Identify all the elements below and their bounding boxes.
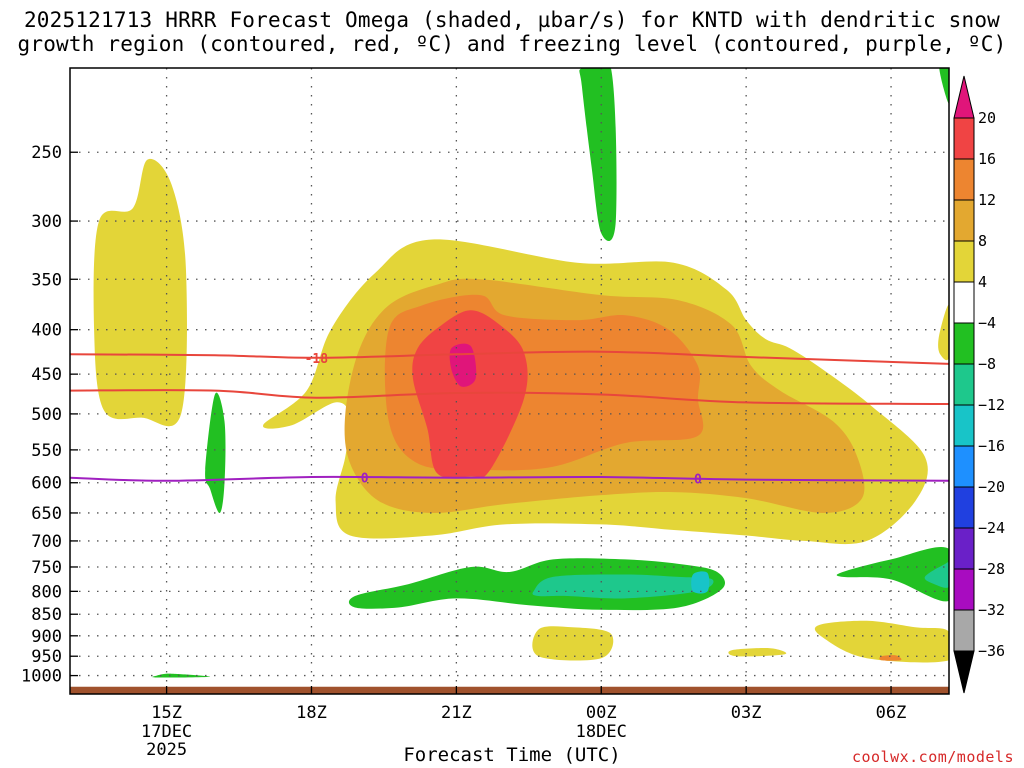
x-tick-label-00Z: 00Z: [586, 703, 617, 723]
y-tick-label-1000: 1000: [21, 667, 62, 687]
y-tick-label-800: 800: [31, 582, 62, 602]
colorbar: 20 16 12 8 4 −4 −8 −12 −16 −20 −24 −28 −32 −36: [953, 75, 1005, 694]
colorbar-label-7: −12: [978, 396, 1005, 414]
omega-region-4: [728, 648, 787, 657]
colorbar-bin-5: [953, 322, 975, 365]
omega-region-15: [939, 68, 949, 104]
y-tick-label-950: 950: [31, 647, 62, 667]
x-tick-label-21Z: 21Z: [441, 703, 472, 723]
colorbar-bin-2: [953, 199, 975, 242]
colorbar-label-2: 12: [978, 191, 996, 209]
y-tick-label-700: 700: [31, 532, 62, 552]
omega-shading: [93, 68, 949, 678]
dendritic-lower-contour: [70, 389, 949, 405]
omega-region-2: [532, 626, 614, 661]
omega-region-8: [412, 310, 528, 478]
plot-frame: [69, 67, 950, 695]
colorbar-bin-12: [953, 609, 975, 652]
omega-region-17: [924, 562, 949, 588]
y-tick-label-400: 400: [31, 321, 62, 341]
omega-region-16: [532, 574, 714, 599]
y-tick-label-900: 900: [31, 627, 62, 647]
dendritic-upper-label-0: -18: [305, 352, 329, 367]
omega-region-14: [152, 673, 211, 678]
freezing-level-label-1: 0: [694, 473, 702, 488]
colorbar-bin-0: [953, 117, 975, 160]
colorbar-label-3: 8: [978, 232, 987, 250]
y-tick-label-450: 450: [31, 365, 62, 385]
x-tick-label-18Z: 18Z: [296, 703, 327, 723]
colorbar-bin-9: [953, 486, 975, 529]
y-tick-label-300: 300: [31, 212, 62, 232]
freezing-level-label-0: 0: [361, 471, 369, 486]
colorbar-bin-6: [953, 363, 975, 406]
colorbar-label-11: −28: [978, 560, 1005, 578]
colorbar-label-6: −8: [978, 355, 996, 373]
x-axis-label: Forecast Time (UTC): [403, 744, 621, 766]
y-tick-label-600: 600: [31, 474, 62, 494]
y-tick-label-850: 850: [31, 605, 62, 625]
colorbar-label-12: −32: [978, 601, 1005, 619]
y-tick-label-500: 500: [31, 405, 62, 425]
colorbar-bin-8: [953, 445, 975, 488]
freezing-level-contour: [70, 475, 949, 482]
colorbar-bin-11: [953, 568, 975, 611]
omega-region-11: [579, 68, 617, 241]
omega-region-10: [205, 392, 226, 514]
x-tick-sublabel-17DEC: 17DEC: [141, 722, 192, 742]
contour-layer: -18 0 0: [70, 350, 949, 488]
chart-title-line-2: growth region (contoured, red, ºC) and f…: [17, 32, 1007, 56]
x-tick-sublabel-2025: 2025: [146, 740, 187, 760]
x-tick-label-06Z: 06Z: [876, 703, 907, 723]
x-tick-label-03Z: 03Z: [731, 703, 762, 723]
y-tick-label-750: 750: [31, 558, 62, 578]
colorbar-bin-7: [953, 404, 975, 447]
colorbar-label-8: −16: [978, 437, 1005, 455]
colorbar-bin-4: [953, 281, 975, 324]
omega-region-18: [691, 571, 710, 594]
x-tick-label-15Z: 15Z: [151, 703, 182, 723]
y-tick-label-350: 350: [31, 270, 62, 290]
ground-layer: [70, 686, 949, 694]
y-tick-label-650: 650: [31, 504, 62, 524]
omega-region-3: [814, 620, 949, 663]
colorbar-label-13: −36: [978, 642, 1005, 660]
colorbar-label-10: −24: [978, 519, 1005, 537]
y-tick-label-550: 550: [31, 441, 62, 461]
omega-region-5: [938, 305, 949, 361]
colorbar-bin-top: [953, 75, 975, 119]
colorbar-bin-1: [953, 158, 975, 201]
colorbar-label-1: 16: [978, 150, 996, 168]
y-tick-label-250: 250: [31, 143, 62, 163]
chart-title-line-1: 2025121713 HRRR Forecast Omega (shaded, …: [23, 8, 1001, 32]
credit-text[interactable]: coolwx.com/models: [851, 748, 1014, 766]
colorbar-label-9: −20: [978, 478, 1005, 496]
colorbar-bin-3: [953, 240, 975, 283]
ground-terrain: [70, 686, 949, 694]
axis-layer: 2503003504004505005506006507007508008509…: [21, 67, 950, 760]
x-tick-sublabel-18DEC: 18DEC: [576, 722, 627, 742]
colorbar-label-4: 4: [978, 273, 987, 291]
colorbar-label-0: 20: [978, 109, 996, 127]
omega-region-13: [836, 547, 949, 602]
omega-region-19: [879, 655, 902, 661]
colorbar-bin-10: [953, 527, 975, 570]
colorbar-label-5: −4: [978, 314, 996, 332]
omega-region-0: [93, 158, 187, 427]
colorbar-bin-bottom: [953, 650, 975, 694]
dendritic-upper-contour: [70, 350, 949, 365]
